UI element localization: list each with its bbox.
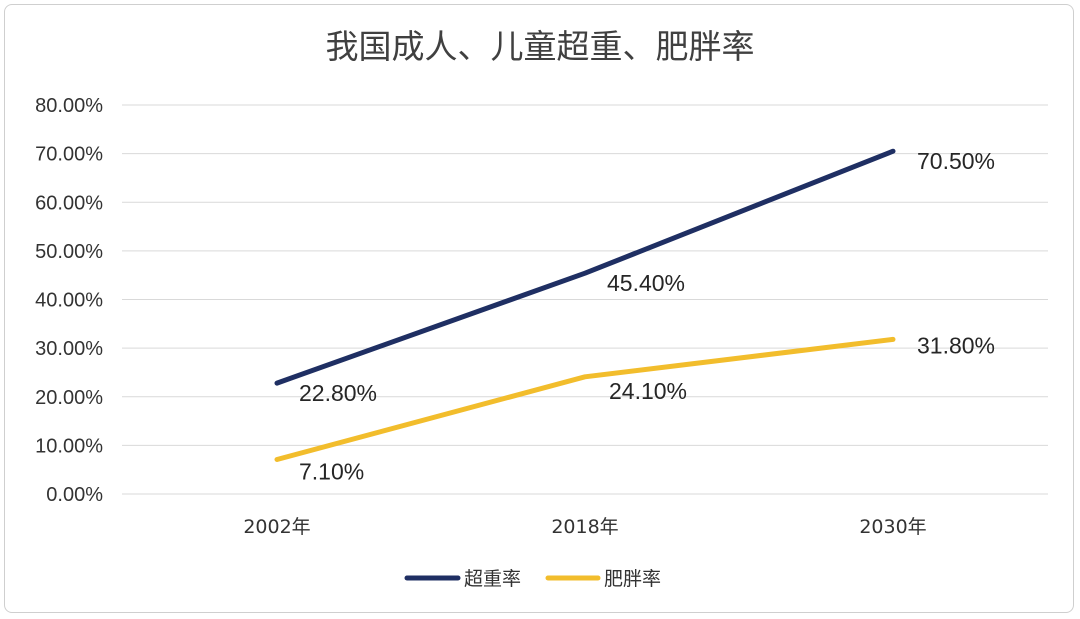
y-tick-label: 60.00% bbox=[35, 192, 103, 214]
x-tick-label: 2002年 bbox=[243, 516, 310, 538]
x-tick-label: 2018年 bbox=[551, 516, 618, 538]
series-line-overweight bbox=[274, 148, 896, 386]
data-label: 24.10% bbox=[609, 378, 687, 404]
y-tick-label: 0.00% bbox=[46, 484, 103, 506]
x-tick-label: 2030年 bbox=[859, 516, 926, 538]
y-tick-label: 80.00% bbox=[35, 95, 103, 117]
legend: 超重率 肥胖率 bbox=[404, 568, 661, 590]
y-tick-label: 10.00% bbox=[35, 435, 103, 457]
data-label: 45.40% bbox=[607, 270, 685, 296]
data-label: 22.80% bbox=[299, 380, 377, 406]
x-axis-ticks: 2002年 2018年 2030年 bbox=[243, 516, 926, 538]
data-label: 31.80% bbox=[917, 332, 995, 358]
legend-label: 肥胖率 bbox=[604, 568, 661, 590]
y-tick-label: 70.00% bbox=[35, 144, 103, 166]
chart-title: 我国成人、儿童超重、肥胖率 bbox=[326, 27, 755, 66]
data-label: 7.10% bbox=[299, 458, 364, 484]
y-tick-label: 40.00% bbox=[35, 290, 103, 312]
data-label: 70.50% bbox=[917, 148, 995, 174]
y-axis-ticks: 0.00% 10.00% 20.00% 30.00% 40.00% 50.00% 60.00… bbox=[35, 95, 103, 506]
y-tick-label: 20.00% bbox=[35, 387, 103, 409]
legend-label: 超重率 bbox=[464, 568, 521, 590]
series-line-obesity bbox=[274, 336, 896, 462]
grid-lines bbox=[122, 104, 1048, 495]
y-tick-label: 50.00% bbox=[35, 241, 103, 263]
series-lines bbox=[274, 148, 896, 462]
y-tick-label: 30.00% bbox=[35, 338, 103, 360]
data-labels: 22.80% 45.40% 70.50% 7.10% 24.10% 31.80% bbox=[299, 148, 995, 484]
